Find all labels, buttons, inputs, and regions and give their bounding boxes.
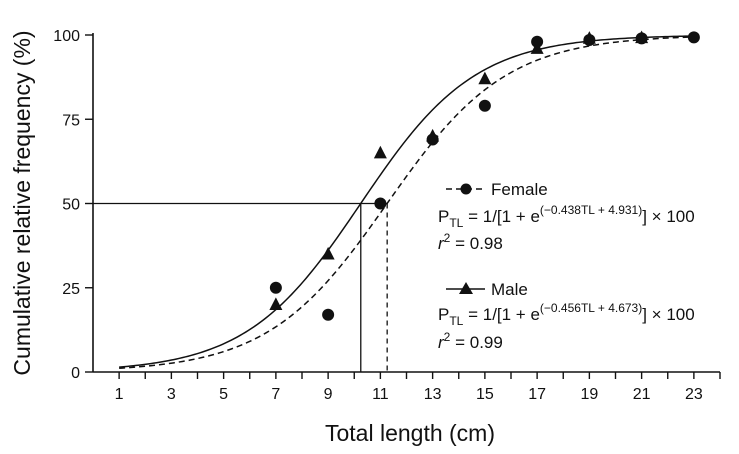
curve-male	[119, 35, 694, 368]
female-eq-sub: TL	[449, 216, 463, 230]
legend: Female PTL = 1/[1 + e(−0.438TL + 4.931)]…	[438, 180, 695, 352]
x-tick-label: 23	[685, 386, 703, 403]
female-eq-exp: (−0.438TL + 4.931)	[540, 203, 642, 217]
female-point	[374, 197, 387, 210]
x-tick-label: 13	[424, 386, 442, 403]
male-eq-p: P	[438, 305, 449, 324]
legend-male-marker	[459, 282, 473, 294]
x-axis-title: Total length (cm)	[325, 420, 495, 446]
x-tick-label: 3	[167, 386, 176, 403]
female-eq-p: P	[438, 207, 449, 226]
female-equation: PTL = 1/[1 + e(−0.438TL + 4.931)] × 100	[438, 203, 695, 230]
y-tick-label: 100	[53, 28, 80, 45]
x-tick-label: 15	[476, 386, 494, 403]
legend-male-label: Male	[491, 280, 528, 299]
male-point	[426, 128, 440, 142]
legend-female-marker	[460, 183, 472, 195]
male-r2: r2 = 0.99	[438, 330, 503, 352]
x-tick-label: 17	[528, 386, 546, 403]
male-eq-mid: = 1/[1 + e	[463, 305, 540, 324]
female-point	[687, 31, 700, 44]
male-point	[269, 297, 283, 310]
female-point	[269, 281, 282, 294]
male-r-label: r	[438, 333, 445, 352]
y-tick-label: 25	[62, 281, 80, 298]
male-eq-end: ] × 100	[642, 305, 694, 324]
male-equation: PTL = 1/[1 + e(−0.456TL + 4.673)] × 100	[438, 301, 695, 328]
curve-female	[119, 36, 694, 370]
male-point	[373, 145, 387, 159]
female-r-value: = 0.98	[450, 234, 502, 253]
male-point	[321, 246, 335, 260]
male-point	[478, 71, 492, 85]
male-r-value: = 0.99	[450, 333, 502, 352]
x-tick-label: 11	[372, 386, 389, 403]
female-point	[322, 308, 335, 321]
female-r-label: r	[438, 234, 445, 253]
female-eq-mid: = 1/[1 + e	[463, 207, 540, 226]
x-tick-label: 1	[115, 386, 124, 403]
x-tick-label: 9	[324, 386, 333, 403]
x-tick-label: 19	[580, 386, 598, 403]
male-point	[635, 30, 649, 44]
y-tick-label: 0	[71, 365, 80, 382]
female-point	[478, 99, 491, 112]
x-tick-label: 5	[219, 386, 228, 403]
female-r2: r2 = 0.98	[438, 231, 503, 253]
male-eq-exp: (−0.456TL + 4.673)	[540, 301, 642, 315]
legend-female-label: Female	[491, 180, 548, 199]
x-tick-label: 7	[271, 386, 280, 403]
male-point	[582, 31, 596, 44]
x-tick-label: 21	[633, 386, 651, 403]
male-r-sup: 2	[444, 330, 451, 344]
female-eq-end: ] × 100	[642, 207, 694, 226]
male-point	[530, 41, 544, 54]
y-axis-title: Cumulative relative frequency (%)	[9, 30, 35, 375]
male-eq-sub: TL	[449, 314, 463, 328]
female-r-sup: 2	[444, 231, 451, 245]
y-tick-label: 50	[62, 197, 80, 214]
y-tick-label: 75	[62, 112, 80, 129]
